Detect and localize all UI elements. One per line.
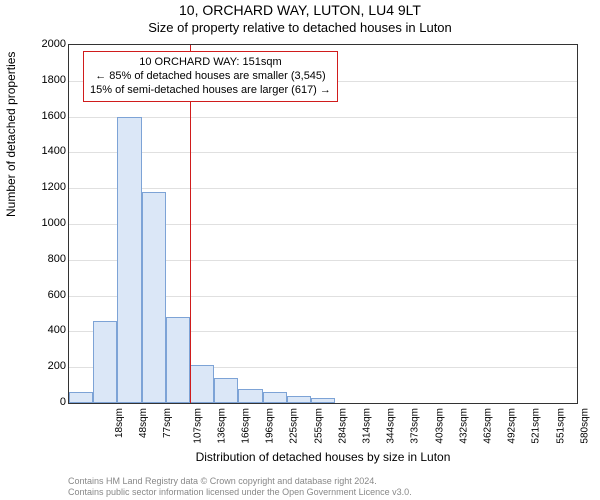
x-tick-label: 551sqm <box>555 408 566 444</box>
y-tick-label: 200 <box>36 360 66 372</box>
chart-container: 10, ORCHARD WAY, LUTON, LU4 9LT Size of … <box>0 0 600 500</box>
y-tick-label: 1000 <box>36 217 66 229</box>
annotation-line: 10 ORCHARD WAY: 151sqm <box>90 56 331 70</box>
y-tick-label: 1200 <box>36 181 66 193</box>
histogram-bar <box>311 398 335 403</box>
histogram-bar <box>287 396 311 403</box>
y-tick-label: 400 <box>36 324 66 336</box>
histogram-bar <box>214 378 238 403</box>
x-tick-label: 580sqm <box>579 408 590 444</box>
x-tick-label: 166sqm <box>241 408 252 444</box>
x-tick-label: 432sqm <box>458 408 469 444</box>
x-tick-label: 403sqm <box>434 408 445 444</box>
y-tick-label: 0 <box>36 396 66 408</box>
x-axis-label: Distribution of detached houses by size … <box>68 450 578 464</box>
y-tick-label: 1600 <box>36 110 66 122</box>
histogram-bar <box>263 392 287 403</box>
gridline <box>69 152 577 153</box>
histogram-bar <box>117 117 141 403</box>
x-tick-label: 18sqm <box>114 408 125 438</box>
histogram-bar <box>166 317 190 403</box>
x-tick-label: 196sqm <box>265 408 276 444</box>
x-tick-label: 284sqm <box>337 408 348 444</box>
plot-area: 10 ORCHARD WAY: 151sqm← 85% of detached … <box>68 44 578 404</box>
x-tick-label: 521sqm <box>531 408 542 444</box>
chart-title-subtitle: Size of property relative to detached ho… <box>0 20 600 35</box>
gridline <box>69 188 577 189</box>
annotation-line: 15% of semi-detached houses are larger (… <box>90 84 331 98</box>
annotation-box: 10 ORCHARD WAY: 151sqm← 85% of detached … <box>83 51 338 102</box>
footer-line1: Contains HM Land Registry data © Crown c… <box>68 476 590 487</box>
x-tick-label: 462sqm <box>483 408 494 444</box>
y-tick-label: 2000 <box>36 38 66 50</box>
chart-title-address: 10, ORCHARD WAY, LUTON, LU4 9LT <box>0 2 600 18</box>
x-tick-label: 77sqm <box>162 408 173 438</box>
y-tick-label: 800 <box>36 253 66 265</box>
y-tick-label: 1800 <box>36 74 66 86</box>
footer-line2: Contains public sector information licen… <box>68 487 590 498</box>
x-tick-label: 344sqm <box>386 408 397 444</box>
x-tick-label: 255sqm <box>313 408 324 444</box>
histogram-bar <box>238 389 262 403</box>
x-tick-label: 314sqm <box>362 408 373 444</box>
x-tick-label: 492sqm <box>507 408 518 444</box>
footer-attribution: Contains HM Land Registry data © Crown c… <box>68 476 590 498</box>
histogram-bar <box>93 321 117 403</box>
histogram-bar <box>69 392 93 403</box>
x-tick-label: 373sqm <box>410 408 421 444</box>
gridline <box>69 117 577 118</box>
annotation-line: ← 85% of detached houses are smaller (3,… <box>90 70 331 84</box>
x-tick-label: 225sqm <box>289 408 300 444</box>
x-tick-label: 136sqm <box>216 408 227 444</box>
y-tick-label: 600 <box>36 289 66 301</box>
x-tick-label: 107sqm <box>192 408 203 444</box>
histogram-bar <box>142 192 166 403</box>
x-tick-label: 48sqm <box>138 408 149 438</box>
y-tick-label: 1400 <box>36 145 66 157</box>
y-axis-label: Number of detached properties <box>4 52 18 217</box>
histogram-bar <box>190 365 214 403</box>
